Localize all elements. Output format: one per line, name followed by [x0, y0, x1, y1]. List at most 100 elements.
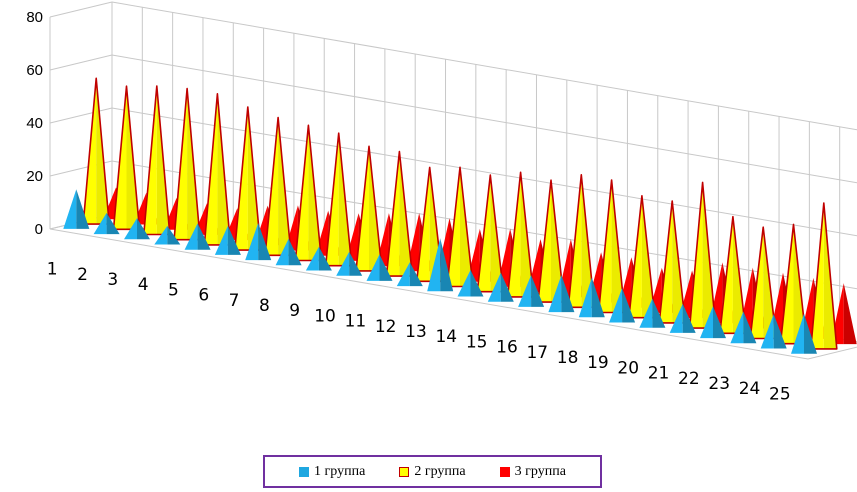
- cone-outline: [658, 200, 687, 324]
- x-axis: 1 2 3 4 5 6 7 8 9 10 11 12 13 14 15 16 17 18 19 20 21 22 23 24 2…: [47, 260, 791, 405]
- cone-face: [379, 254, 393, 281]
- legend-label-3: 3 группа: [514, 463, 566, 479]
- cone-face: [457, 270, 471, 297]
- cone-face: [227, 225, 241, 255]
- cone-s1-3: [124, 218, 150, 240]
- cone-s1-6: [214, 225, 241, 255]
- cone-face: [682, 303, 696, 333]
- cone-face: [548, 275, 562, 313]
- cone-outline: [82, 77, 110, 225]
- cone-face: [518, 275, 532, 307]
- cone-s1-19: [609, 288, 636, 323]
- cone-s1-17: [548, 275, 575, 313]
- cone-face: [409, 262, 423, 287]
- cone-outline: [628, 195, 656, 319]
- cone-outline: [173, 87, 201, 241]
- cone-s2-12: [415, 166, 444, 283]
- cone-s2-25: [809, 202, 838, 350]
- x-tick-label: 3: [107, 270, 118, 290]
- cone-face: [288, 238, 302, 266]
- x-tick-label: 16: [496, 338, 518, 358]
- cone-face: [700, 306, 713, 339]
- cone-s1-24: [760, 314, 787, 349]
- cone-outline: [264, 116, 292, 257]
- cone-s1-16: [518, 275, 545, 307]
- cone-outline: [719, 215, 747, 335]
- cone-s2-16: [537, 179, 565, 303]
- legend-item-2: 2 группа: [399, 463, 466, 480]
- cone-face: [258, 223, 272, 261]
- cone-outline: [112, 85, 141, 231]
- cone-face: [531, 275, 545, 307]
- cone-s2-7: [264, 116, 292, 257]
- cone-outline: [143, 85, 171, 236]
- cone-face: [739, 267, 753, 329]
- cone-face: [345, 213, 359, 261]
- cone-face: [622, 288, 636, 323]
- cone-outline: [294, 124, 323, 262]
- cone-outline: [688, 181, 717, 329]
- legend-label-2: 2 группа: [414, 463, 466, 479]
- gridline-side-40: [49, 107, 113, 124]
- cone-s1-12: [396, 262, 423, 287]
- x-tick-label: 19: [587, 353, 609, 373]
- cone-s2-11: [385, 150, 414, 277]
- x-tick-label: 6: [198, 286, 209, 306]
- legend-swatch-2: [399, 466, 410, 477]
- cone-s2-13: [446, 166, 474, 288]
- x-tick-label: 21: [648, 364, 670, 384]
- cone-s1-15: [487, 272, 514, 302]
- cone-face: [184, 223, 198, 250]
- x-tick-label: 17: [526, 343, 548, 363]
- cone-s1-2: [93, 212, 120, 235]
- cone-face: [254, 205, 268, 246]
- cone-s1-7: [245, 223, 272, 261]
- cone-s2-20: [658, 200, 687, 324]
- chart-cones: [63, 77, 857, 354]
- cone-s1-20: [639, 298, 666, 328]
- cone-s2-6: [234, 106, 262, 251]
- cone-s2-24: [779, 223, 808, 345]
- cone-face: [588, 252, 602, 303]
- y-tick-label: 0: [35, 221, 43, 238]
- cone-face: [167, 225, 181, 245]
- cone-s2-22: [719, 215, 747, 335]
- cone-s1-21: [669, 303, 696, 333]
- cone-outline: [234, 106, 262, 251]
- cone-face: [245, 223, 259, 261]
- legend-item-3: 3 группа: [499, 463, 566, 480]
- y-axis: 0 20 40 60 80: [26, 9, 43, 238]
- x-tick-label: 2: [77, 265, 88, 285]
- cone-s2-15: [506, 171, 535, 298]
- cone-s1-8: [275, 238, 302, 266]
- cone-face: [713, 306, 726, 339]
- cone-s1-9: [305, 246, 332, 271]
- cone-face: [275, 238, 289, 266]
- cone-s1-25: [791, 313, 817, 354]
- cone-s2-10: [355, 145, 383, 272]
- x-tick-label: 5: [168, 280, 179, 300]
- cone-outline: [597, 179, 626, 314]
- gridline-back-40: [111, 107, 857, 237]
- cone-face: [561, 275, 575, 313]
- cone-s2-21: [688, 181, 717, 329]
- cone-outline: [203, 93, 232, 246]
- cone-face: [652, 298, 666, 328]
- x-tick-label: 12: [375, 317, 397, 337]
- x-tick-label: 20: [617, 358, 639, 378]
- x-tick-label: 13: [405, 322, 427, 342]
- cone-face: [578, 277, 592, 318]
- cone-s1-23: [730, 311, 757, 344]
- cone-face: [93, 212, 107, 235]
- y-tick-label: 80: [26, 9, 43, 26]
- x-tick-label: 25: [769, 384, 791, 404]
- cone-s2-5: [203, 93, 232, 246]
- cone-s1-4: [154, 225, 181, 245]
- gridline-back-60: [111, 54, 857, 184]
- cone-outline: [567, 174, 596, 309]
- cone-face: [609, 288, 623, 323]
- cone-face: [730, 311, 744, 344]
- cone-face: [500, 272, 514, 302]
- cone-outline: [324, 132, 353, 267]
- cone-face: [137, 218, 150, 240]
